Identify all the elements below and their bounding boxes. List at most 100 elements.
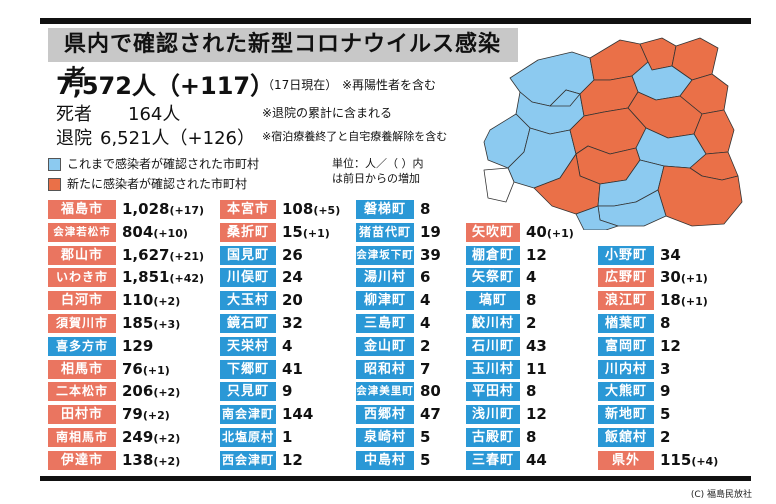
case-value: 12 bbox=[282, 450, 303, 469]
case-count: 39 bbox=[420, 246, 441, 265]
bottom-rule bbox=[40, 476, 751, 481]
case-increase: (+2) bbox=[153, 295, 181, 309]
case-increase: (+1) bbox=[680, 295, 708, 309]
case-value: 32 bbox=[282, 314, 303, 332]
case-value: 30 bbox=[660, 268, 681, 287]
municipality-name: 中島村 bbox=[356, 450, 414, 470]
municipality-name: 富岡町 bbox=[598, 336, 654, 356]
municipality-name: 福島市 bbox=[48, 200, 116, 219]
case-value: 11 bbox=[526, 359, 547, 378]
municipality-name: 北塩原村 bbox=[220, 428, 276, 447]
case-count: 8 bbox=[526, 428, 536, 447]
legend-new: 新たに感染者が確認された市町村 bbox=[48, 176, 247, 192]
municipality-name: 川内村 bbox=[598, 359, 654, 379]
municipality-name: 昭和村 bbox=[356, 359, 414, 379]
case-increase: (+42) bbox=[169, 272, 205, 286]
total-cases: 7,572人（+117） bbox=[56, 72, 275, 100]
infographic-title: 県内で確認された新型コロナウイルス感染者 bbox=[48, 28, 518, 91]
case-value: 34 bbox=[660, 245, 681, 264]
municipality-name: 相馬市 bbox=[48, 359, 116, 379]
municipality-name: 須賀川市 bbox=[48, 314, 116, 333]
case-value: 24 bbox=[282, 268, 303, 287]
deaths-label: 死者 bbox=[56, 104, 92, 125]
case-value: 8 bbox=[526, 428, 537, 446]
case-value: 26 bbox=[282, 245, 303, 264]
case-count: 185(+3) bbox=[122, 314, 180, 333]
case-value: 79 bbox=[122, 405, 143, 424]
case-value: 4 bbox=[420, 291, 431, 310]
case-count: 18(+1) bbox=[660, 291, 708, 310]
municipality-name: 鮫川村 bbox=[466, 314, 520, 333]
municipality-name: 会津若松市 bbox=[48, 222, 116, 242]
case-value: 9 bbox=[282, 382, 293, 401]
case-value: 1,851 bbox=[122, 268, 170, 287]
case-count: 115(+4) bbox=[660, 451, 718, 470]
case-value: 115 bbox=[660, 450, 692, 469]
case-count: 1,028(+17) bbox=[122, 200, 204, 219]
case-value: 4 bbox=[282, 336, 293, 355]
case-value: 8 bbox=[420, 200, 431, 218]
case-count: 6 bbox=[420, 268, 430, 287]
case-value: 12 bbox=[660, 336, 681, 355]
case-value: 138 bbox=[122, 450, 154, 469]
municipality-name: 西会津町 bbox=[220, 450, 276, 470]
municipality-name: 郡山市 bbox=[48, 245, 116, 265]
case-value: 44 bbox=[526, 450, 547, 469]
municipality-name: 西郷村 bbox=[356, 405, 414, 425]
case-value: 110 bbox=[122, 291, 154, 310]
case-count: 32 bbox=[282, 314, 303, 333]
recovered-label: 退院 bbox=[56, 128, 92, 149]
municipality-name: 浅川町 bbox=[466, 405, 520, 425]
municipality-name: 大熊町 bbox=[598, 382, 654, 402]
case-count: 12 bbox=[282, 451, 303, 470]
case-value: 8 bbox=[526, 291, 537, 310]
case-count: 30(+1) bbox=[660, 268, 708, 287]
municipality-name: 磐梯町 bbox=[356, 200, 414, 219]
legend-swatch-new bbox=[48, 178, 61, 191]
municipality-name: 大玉村 bbox=[220, 291, 276, 311]
case-value: 12 bbox=[526, 245, 547, 264]
case-value: 19 bbox=[420, 222, 441, 241]
case-count: 9 bbox=[282, 382, 292, 401]
municipality-name: 石川町 bbox=[466, 336, 520, 356]
case-value: 15 bbox=[282, 222, 303, 241]
case-increase: (+21) bbox=[169, 249, 205, 263]
case-value: 8 bbox=[526, 382, 537, 401]
map-region-hanawa bbox=[575, 205, 619, 230]
municipality-name: 矢祭町 bbox=[466, 268, 520, 288]
municipality-name: いわき市 bbox=[48, 268, 116, 288]
case-count: 80 bbox=[420, 382, 441, 401]
municipality-name: 白河市 bbox=[48, 291, 116, 311]
case-count: 79(+2) bbox=[122, 405, 170, 424]
case-value: 20 bbox=[282, 291, 303, 310]
case-count: 12 bbox=[526, 246, 547, 265]
case-count: 110(+2) bbox=[122, 291, 180, 310]
case-value: 144 bbox=[282, 405, 314, 424]
fukushima-map bbox=[483, 37, 743, 230]
case-count: 11 bbox=[526, 360, 547, 379]
case-increase: (+1) bbox=[142, 363, 170, 377]
total-date: （17日現在） bbox=[262, 78, 338, 92]
case-value: 1,627 bbox=[122, 245, 170, 264]
case-value: 5 bbox=[660, 405, 671, 424]
case-value: 249 bbox=[122, 428, 154, 446]
case-increase: (+1) bbox=[546, 226, 574, 240]
case-value: 5 bbox=[420, 428, 431, 446]
case-count: 8 bbox=[660, 314, 670, 333]
case-count: 138(+2) bbox=[122, 451, 180, 470]
case-value: 2 bbox=[526, 314, 537, 332]
case-value: 18 bbox=[660, 291, 681, 310]
case-value: 3 bbox=[660, 359, 671, 378]
case-value: 804 bbox=[122, 222, 154, 241]
case-value: 185 bbox=[122, 314, 154, 332]
case-count: 8 bbox=[526, 291, 536, 310]
map-region-yanaizu bbox=[549, 89, 581, 107]
case-value: 7 bbox=[420, 359, 431, 378]
case-value: 39 bbox=[420, 245, 441, 264]
case-increase: (+2) bbox=[153, 386, 181, 400]
case-value: 41 bbox=[282, 359, 303, 378]
municipality-name: 浪江町 bbox=[598, 291, 654, 311]
municipality-name: 三春町 bbox=[466, 450, 520, 470]
municipality-name: 南会津町 bbox=[220, 405, 276, 425]
municipality-name: 田村市 bbox=[48, 405, 116, 425]
